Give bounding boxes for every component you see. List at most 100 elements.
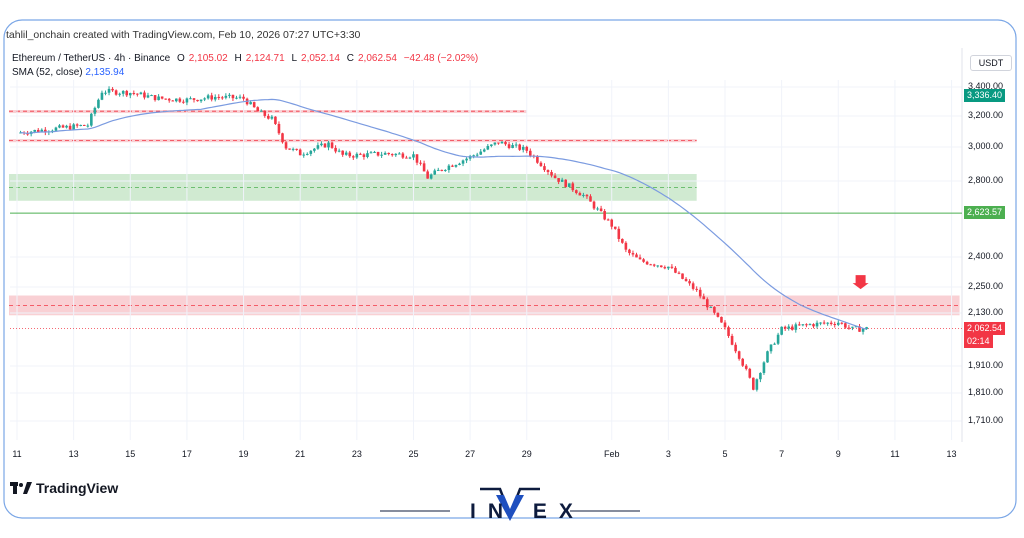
candle-body	[376, 151, 380, 156]
candle-body	[511, 145, 514, 149]
candle-body	[36, 129, 40, 133]
resistance-zone	[9, 110, 527, 114]
candle-body	[72, 124, 75, 130]
x-tick-label: 25	[408, 449, 419, 459]
candle-body	[327, 142, 330, 148]
candle-body	[68, 125, 72, 130]
y-tick-label: 2,250.00	[968, 281, 1004, 291]
y-tick-label: 2,130.00	[968, 307, 1004, 317]
sma-upper-badge: 3,336.40	[964, 89, 1006, 102]
candle-body	[585, 194, 589, 197]
candle-body	[390, 154, 394, 156]
candle-body	[543, 166, 546, 171]
candle-body	[221, 97, 224, 99]
candle-body	[649, 264, 652, 266]
candle-body	[723, 322, 727, 328]
candle-body	[383, 152, 387, 155]
candle-body	[847, 327, 851, 329]
candle-body	[787, 326, 791, 329]
candle-body	[709, 306, 713, 308]
candle-body	[175, 98, 178, 102]
candle-body	[642, 259, 645, 262]
candle-body	[153, 95, 157, 101]
x-tick-label: 7	[779, 449, 785, 459]
candle-body	[730, 335, 734, 345]
candle-body	[160, 96, 164, 99]
candle-body	[274, 116, 277, 124]
candle-body	[613, 226, 617, 229]
candle-body	[805, 324, 808, 326]
candle-body	[529, 150, 532, 156]
candle-body	[121, 90, 125, 94]
y-tick-label: 2,800.00	[968, 175, 1004, 185]
candle-body	[836, 322, 840, 325]
sma-line	[20, 98, 867, 330]
candle-body	[61, 125, 65, 128]
candle-body	[592, 201, 596, 209]
candle-body	[313, 148, 316, 151]
x-tick-label: 5	[722, 449, 728, 459]
candle-body	[171, 100, 175, 102]
resistance-zone	[9, 295, 960, 316]
candle-body	[203, 98, 206, 100]
candle-body	[479, 151, 483, 155]
candle-body	[348, 152, 352, 157]
candle-body	[157, 96, 160, 101]
candle-body	[624, 242, 628, 250]
candle-body	[426, 171, 429, 179]
candle-body	[33, 129, 36, 132]
candle-body	[603, 210, 606, 220]
x-tick-label: 29	[521, 449, 532, 459]
candle-body	[189, 98, 192, 100]
candle-body	[150, 95, 153, 97]
candle-body	[486, 145, 490, 150]
candle-body	[546, 170, 550, 173]
candle-body	[759, 372, 762, 380]
candle-body	[422, 163, 426, 172]
high-value: 2,124.71	[245, 53, 285, 64]
candle-body	[323, 143, 327, 148]
candle-body	[58, 125, 61, 128]
candle-body	[861, 328, 865, 332]
candle-body	[451, 165, 454, 167]
candle-body	[401, 153, 405, 158]
x-tick-label: 11	[12, 449, 22, 459]
symbol-legend: Ethereum / TetherUS · 4h · Binance O 2,10…	[12, 53, 478, 64]
invex-wordmark: IN EX	[470, 500, 585, 523]
sma-label: SMA (52, close)	[12, 67, 83, 78]
x-tick-label: 17	[181, 449, 192, 459]
candle-body	[475, 154, 479, 156]
x-tick-label: 15	[125, 449, 136, 459]
candle-body	[829, 322, 833, 325]
candle-body	[780, 326, 783, 335]
candle-body	[766, 351, 769, 363]
candle-body	[90, 113, 93, 126]
candle-body	[734, 344, 737, 352]
candle-body	[557, 178, 560, 182]
candle-body	[344, 152, 348, 155]
candle-body	[865, 327, 868, 329]
candle-body	[667, 266, 670, 269]
candle-body	[801, 324, 805, 326]
currency-button[interactable]: USDT	[970, 55, 1012, 71]
candle-body	[118, 93, 121, 95]
candle-body	[440, 169, 444, 171]
candle-body	[444, 169, 447, 171]
candle-body	[727, 327, 730, 336]
candle-body	[139, 92, 143, 95]
y-tick-label: 1,810.00	[968, 387, 1004, 397]
sma-legend[interactable]: SMA (52, close) 2,135.94	[12, 67, 124, 78]
candle-body	[263, 110, 267, 116]
candle-body	[380, 154, 383, 156]
candle-body	[196, 99, 199, 102]
candle-body	[433, 170, 437, 175]
candle-body	[560, 179, 564, 182]
candle-body	[65, 125, 68, 128]
candle-body	[497, 142, 500, 144]
candle-body	[631, 253, 635, 255]
candle-body	[822, 322, 826, 324]
candle-body	[659, 265, 663, 268]
candle-body	[295, 148, 298, 150]
candle-body	[461, 160, 465, 164]
